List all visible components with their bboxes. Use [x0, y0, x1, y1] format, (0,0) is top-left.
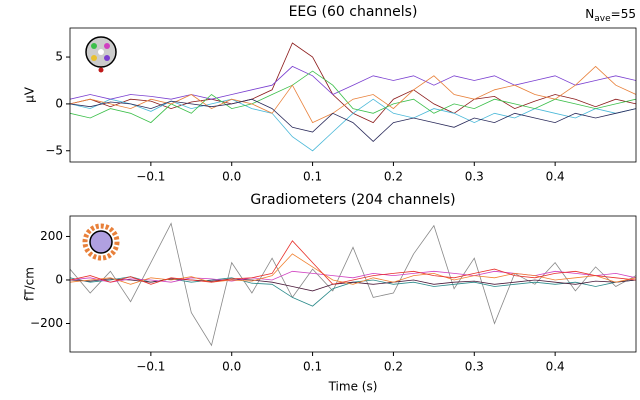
eeg-head-icon	[85, 36, 117, 73]
nave-rest: =55	[611, 7, 636, 21]
x-axis-label: Time (s)	[328, 380, 378, 394]
x-tick-label: 0.0	[222, 360, 241, 374]
channel-line	[70, 240, 636, 285]
plots: −0.1 0.0 0.1 0.2 0.3 0.4 −5 0 5 EEG (60 channels)…	[23, 4, 637, 394]
channel-line	[70, 98, 636, 142]
axes-frame	[69, 215, 637, 353]
x-tick-label: 0.4	[546, 170, 565, 184]
plot-area	[70, 42, 636, 152]
channel-line	[70, 253, 636, 285]
y-tick-label: 0	[55, 96, 63, 110]
y-tick-label: −5	[45, 143, 63, 157]
y-tick-label: −200	[30, 316, 63, 330]
y-tick-label: 200	[40, 229, 63, 243]
channel-line	[70, 65, 636, 124]
x-tick-label: 0.1	[303, 170, 322, 184]
x-tick-label: 0.2	[384, 170, 403, 184]
channel-line	[70, 70, 636, 124]
x-tick-label: 0.0	[222, 170, 241, 184]
channel-line	[70, 276, 636, 307]
nave-base: N	[585, 7, 594, 21]
x-tick-label: −0.1	[136, 170, 165, 184]
channel-line	[70, 98, 636, 152]
meg-head-icon	[82, 223, 120, 261]
y-axis-label: fT/cm	[23, 267, 37, 301]
y-tick-label: 0	[55, 272, 63, 286]
plot-area	[70, 222, 636, 347]
nave-label: Nave=55	[585, 7, 636, 24]
x-tick-label: 0.4	[546, 360, 565, 374]
channel-line	[70, 42, 636, 124]
channel-line	[70, 65, 636, 100]
axes-frame	[69, 27, 637, 163]
x-tick-label: 0.1	[303, 360, 322, 374]
y-tick-label: 5	[55, 50, 63, 64]
x-tick-label: 0.3	[465, 170, 484, 184]
chart-title: Gradiometers (204 channels)	[250, 192, 455, 208]
nave-sub: ave	[594, 14, 611, 24]
channel-line	[70, 270, 636, 283]
x-tick-label: −0.1	[136, 360, 165, 374]
x-tick-label: 0.3	[465, 360, 484, 374]
chart-title: EEG (60 channels)	[289, 4, 418, 20]
y-axis-label: µV	[23, 86, 37, 103]
x-tick-label: 0.2	[384, 360, 403, 374]
